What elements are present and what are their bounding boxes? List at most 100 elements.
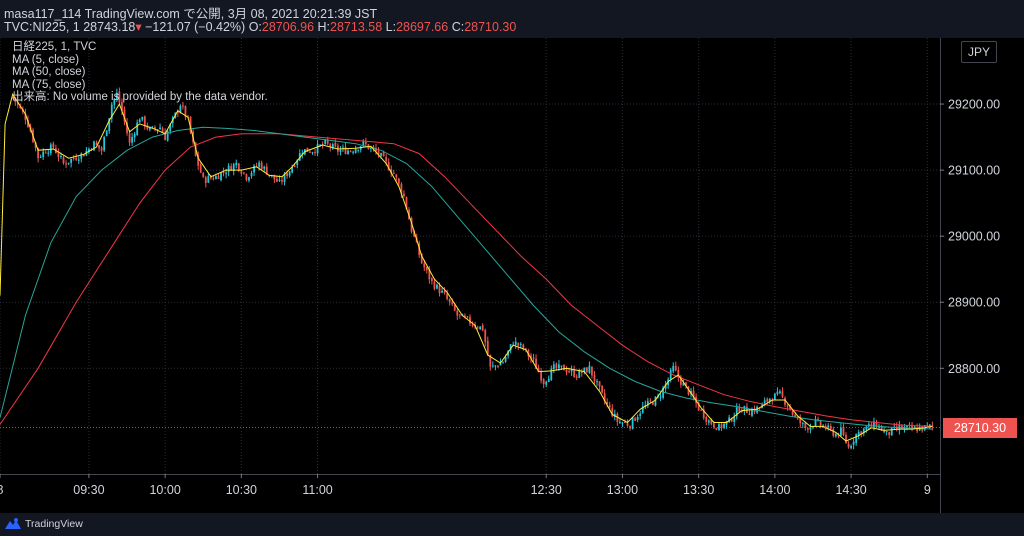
candle-body <box>692 390 695 398</box>
tradingview-logo-icon[interactable] <box>4 517 22 531</box>
candle-body <box>840 427 842 436</box>
candle-body <box>425 266 428 271</box>
candle-body <box>372 146 375 149</box>
candle-body <box>458 314 461 316</box>
candle-body <box>535 358 537 369</box>
candle-body <box>121 102 123 111</box>
candle-body <box>591 366 593 376</box>
time-tick-label: 10:30 <box>226 483 257 497</box>
time-tick-label: 8 <box>0 483 4 497</box>
candle-body <box>730 418 733 422</box>
candle-body <box>245 174 248 181</box>
candle-body <box>502 362 504 364</box>
candle-body <box>131 137 134 143</box>
price-chart[interactable]: 29200.00 29100.00 29000.00 28900.00 28800.00… <box>0 38 1024 513</box>
candle-body <box>832 429 835 436</box>
candle-body <box>710 419 713 425</box>
ma5-line <box>0 92 933 442</box>
candle-body <box>199 164 202 173</box>
candle-body <box>44 152 47 154</box>
candle-body <box>522 344 525 349</box>
candle-body <box>794 414 797 417</box>
candle-body <box>847 444 850 448</box>
candle-body <box>182 105 184 107</box>
candle-body <box>123 109 126 122</box>
candle-body <box>489 354 492 367</box>
candle-body <box>301 153 304 155</box>
candle-body <box>631 417 634 429</box>
candle-body <box>712 423 715 428</box>
candle-body <box>62 157 65 164</box>
open-label: O: <box>248 20 262 34</box>
candle-body <box>784 397 786 405</box>
currency-button[interactable]: JPY <box>961 41 997 63</box>
candle-body <box>57 152 60 158</box>
candle-body <box>126 122 128 134</box>
candle-body <box>443 290 446 293</box>
brand-name[interactable]: TradingView <box>25 518 83 530</box>
low-label: L: <box>385 20 397 34</box>
candle-body <box>509 344 512 351</box>
candle-body <box>789 405 792 410</box>
candle-body <box>334 142 337 147</box>
candle-body <box>103 137 106 151</box>
candle-body <box>204 177 207 183</box>
candle-body <box>39 156 42 158</box>
candle-body <box>357 149 360 151</box>
candle-body <box>151 126 154 128</box>
candle-body <box>347 150 349 155</box>
candle-body <box>545 381 548 385</box>
candle-body <box>390 169 393 174</box>
candle-body <box>67 162 70 164</box>
candle-body <box>309 151 311 153</box>
candle-body <box>209 177 212 179</box>
candle-body <box>339 149 342 153</box>
candle-body <box>819 420 822 426</box>
candle-body <box>616 413 619 422</box>
candle-body <box>387 162 390 171</box>
candle-body <box>110 104 113 119</box>
candle-body <box>72 157 75 159</box>
candle-body <box>392 173 395 175</box>
candle-body <box>176 112 179 114</box>
candle-body <box>464 315 466 318</box>
chart-area[interactable]: 29200.00 29100.00 29000.00 28900.00 28800.00… <box>0 38 1024 513</box>
candle-body <box>715 428 718 431</box>
candle-body <box>931 425 934 427</box>
candle-body <box>517 342 520 346</box>
candle-body <box>476 327 479 329</box>
candle-body <box>481 325 484 331</box>
candle-body <box>410 218 413 232</box>
candle-body <box>649 400 652 402</box>
ma50-line <box>0 126 933 430</box>
candle-body <box>70 158 73 163</box>
candle-body <box>570 369 573 372</box>
candle-body <box>801 422 804 424</box>
candle-body <box>400 184 403 194</box>
candle-body <box>817 418 819 420</box>
candle-body <box>430 278 433 282</box>
candle-body <box>80 153 83 159</box>
candle-body <box>220 172 222 181</box>
candle-body <box>47 152 50 154</box>
candle-body <box>751 409 753 416</box>
candle-body <box>138 119 141 123</box>
low-value: 28697.66 <box>396 20 449 34</box>
candle-body <box>646 401 649 406</box>
candle-body <box>27 119 29 127</box>
candle-body <box>728 417 731 423</box>
candle-body <box>806 428 809 430</box>
candle-body <box>385 157 388 162</box>
time-tick-label: 11:00 <box>302 483 332 497</box>
ohlc-bar: TVC:NI225, 1 28743.18▾ −121.07 (−0.42%) … <box>4 19 516 34</box>
candle-body <box>530 355 532 359</box>
candle-body <box>735 407 738 417</box>
moving-averages <box>0 92 933 442</box>
candle-body <box>575 376 578 378</box>
candle-body <box>433 281 436 289</box>
candle-body <box>497 365 499 367</box>
candle-body <box>494 365 497 367</box>
candle-body <box>601 385 604 393</box>
candle-body <box>748 413 751 415</box>
footer: TradingView <box>0 513 1024 536</box>
